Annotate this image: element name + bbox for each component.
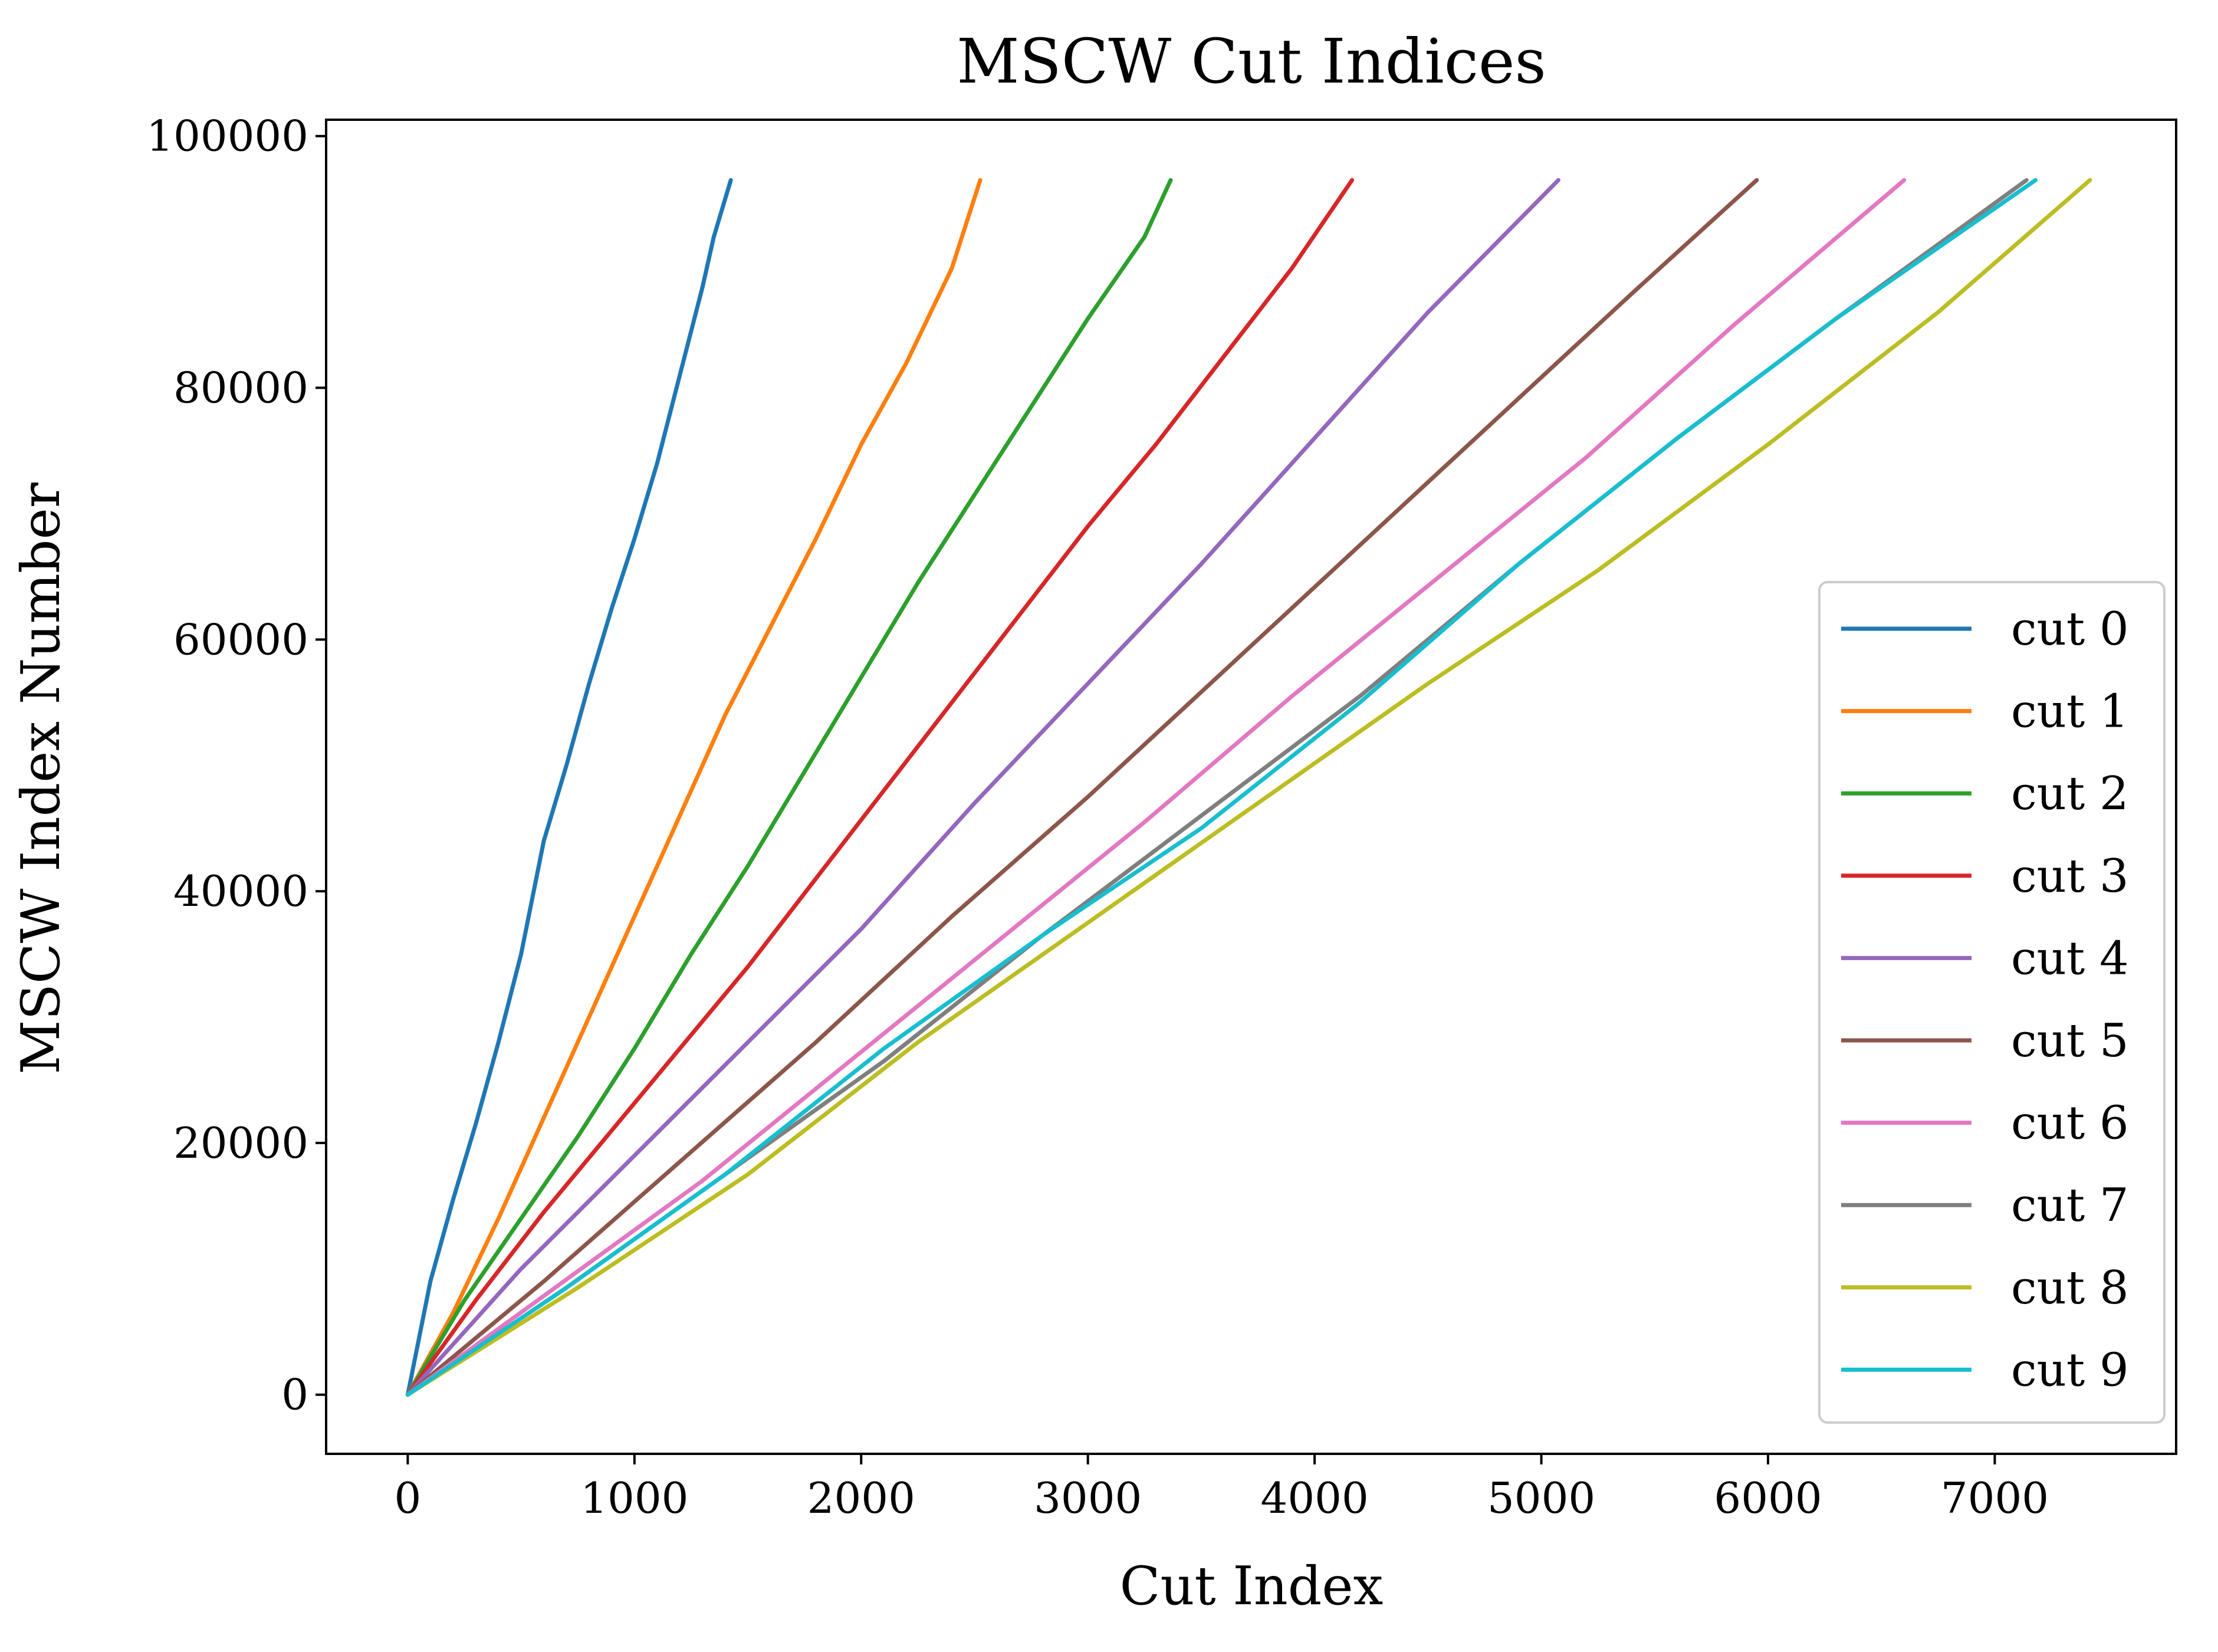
series-line-cut-5 xyxy=(405,178,1759,1397)
y-axis-label: MSCW Index Number xyxy=(10,482,72,1074)
series-line-cut-6 xyxy=(405,178,1907,1397)
x-tick-label: 4000 xyxy=(1261,1473,1369,1523)
x-tick-label: 7000 xyxy=(1941,1473,2049,1523)
y-tick-label: 20000 xyxy=(173,1118,308,1168)
legend-label-cut-7: cut 7 xyxy=(2011,1179,2129,1232)
x-tick-label: 2000 xyxy=(807,1473,915,1523)
y-axis-ticks: 0 20000 40000 60000 80000 100000 xyxy=(146,111,326,1420)
plot-frame xyxy=(325,119,2177,1455)
y-tick-label: 60000 xyxy=(173,615,308,664)
legend-label-cut-9: cut 9 xyxy=(2011,1344,2129,1397)
legend: cut 0 cut 1 cut 2 cut 3 cut 4 cut 5 cut 6 cut 7… xyxy=(1818,581,2166,1424)
legend-label-cut-0: cut 0 xyxy=(2011,603,2129,656)
legend-label-cut-3: cut 3 xyxy=(2011,850,2129,903)
y-tick-label: 80000 xyxy=(173,363,308,413)
y-tick-label: 0 xyxy=(281,1370,308,1420)
y-tick-label: 40000 xyxy=(173,866,308,916)
series-line-cut-9 xyxy=(405,178,2038,1397)
series-line-cut-2 xyxy=(405,178,1173,1397)
series-line-cut-4 xyxy=(405,178,1560,1397)
legend-label-cut-1: cut 1 xyxy=(2011,685,2129,738)
chart-title: MSCW Cut Indices xyxy=(957,25,1546,97)
x-axis-label: Cut Index xyxy=(1120,1555,1384,1617)
series-line-cut-3 xyxy=(405,178,1355,1397)
legend-label-cut-6: cut 6 xyxy=(2011,1097,2129,1150)
legend-label-cut-5: cut 5 xyxy=(2011,1014,2129,1068)
series-line-cut-1 xyxy=(405,178,983,1397)
x-tick-label: 6000 xyxy=(1714,1473,1822,1523)
x-axis-ticks: 0 1000 2000 3000 4000 5000 6000 7000 xyxy=(394,1454,2049,1523)
legend-label-cut-8: cut 8 xyxy=(2011,1262,2129,1315)
series-line-cut-8 xyxy=(405,178,2092,1397)
legend-label-cut-4: cut 4 xyxy=(2011,932,2129,985)
y-tick-label: 100000 xyxy=(146,111,308,161)
legend-label-cut-2: cut 2 xyxy=(2011,767,2129,820)
x-tick-label: 5000 xyxy=(1487,1473,1595,1523)
series-line-cut-0 xyxy=(405,178,733,1397)
series-layer xyxy=(405,178,2092,1397)
x-tick-label: 0 xyxy=(394,1473,421,1523)
x-tick-label: 1000 xyxy=(580,1473,688,1523)
x-tick-label: 3000 xyxy=(1034,1473,1142,1523)
